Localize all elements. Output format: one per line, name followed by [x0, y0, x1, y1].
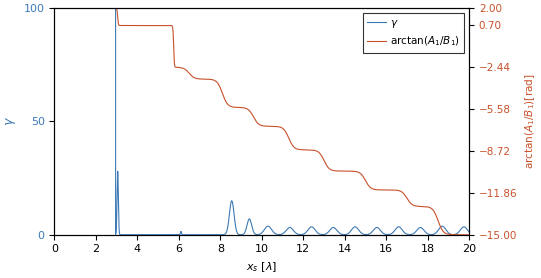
Line: $\gamma$: $\gamma$ [55, 8, 469, 235]
arctan($A_1/B_1$) [318, 153, 324, 156]
$\gamma$ [348, 229, 355, 232]
Y-axis label: arctan($A_1$/$B_1$)[rad]: arctan($A_1$/$B_1$)[rad] [523, 74, 537, 169]
Legend: $\gamma$, arctan($A_1/B_1$): $\gamma$, arctan($A_1/B_1$) [362, 13, 464, 53]
$\gamma$ [439, 224, 445, 228]
arctan($A_1/B_1$) [51, 6, 58, 10]
arctan($A_1/B_1$) [439, 229, 445, 232]
$\gamma$ [138, 233, 144, 236]
Y-axis label: $\gamma$: $\gamma$ [4, 116, 18, 126]
arctan($A_1/B_1$) [466, 233, 472, 236]
arctan($A_1/B_1$) [348, 170, 354, 173]
$\gamma$ [51, 6, 58, 10]
arctan($A_1/B_1$) [302, 148, 308, 152]
$\gamma$ [302, 231, 308, 235]
Line: arctan($A_1/B_1$): arctan($A_1/B_1$) [55, 8, 469, 235]
arctan($A_1/B_1$) [247, 110, 254, 114]
arctan($A_1/B_1$) [155, 24, 161, 27]
$\gamma$ [155, 233, 161, 236]
X-axis label: $x_s\ [\lambda]$: $x_s\ [\lambda]$ [246, 260, 278, 274]
$\gamma$ [247, 219, 254, 223]
$\gamma$ [466, 230, 472, 234]
$\gamma$ [318, 233, 324, 236]
